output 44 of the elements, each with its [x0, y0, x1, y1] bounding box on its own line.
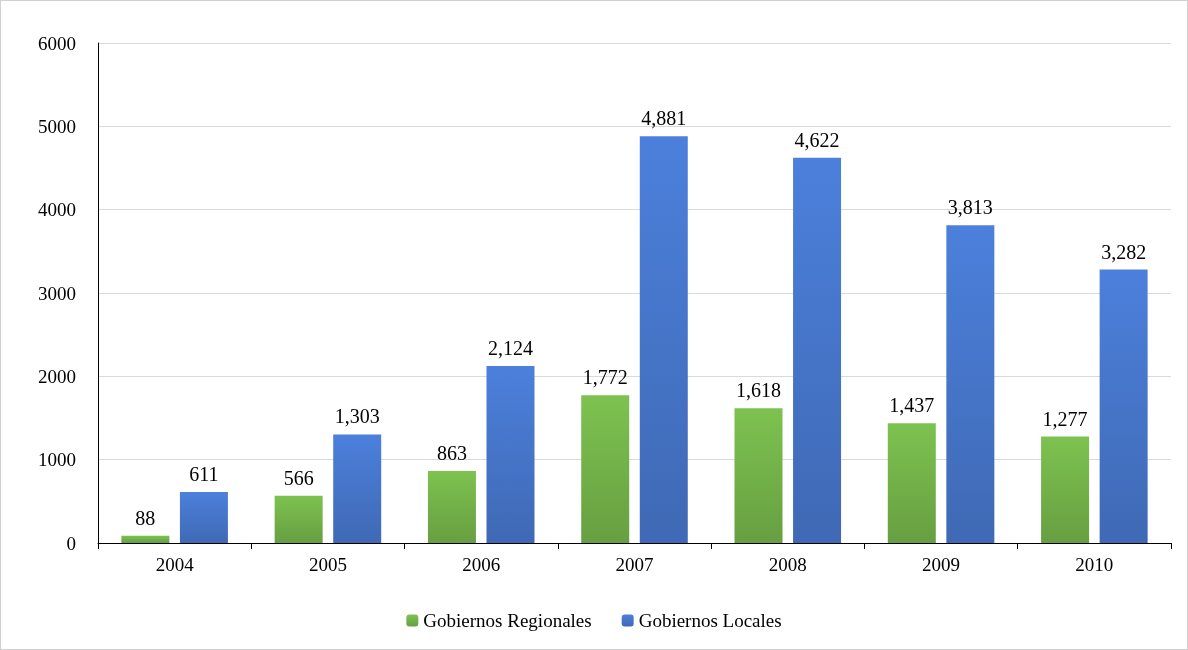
bar	[793, 157, 842, 543]
x-tick-label: 2008	[768, 554, 807, 575]
y-tick-label: 4000	[38, 199, 76, 221]
data-label: 4,881	[641, 107, 687, 130]
bar	[1099, 269, 1148, 543]
y-tick-label: 6000	[38, 32, 76, 54]
bar	[333, 434, 382, 543]
bar	[581, 395, 630, 543]
x-tick-label: 2004	[155, 554, 195, 575]
x-tick-label: 2010	[1075, 554, 1114, 575]
data-label: 566	[283, 466, 314, 489]
data-label: 1,772	[582, 366, 628, 389]
bar	[121, 535, 170, 543]
data-label: 1,303	[334, 405, 380, 428]
legend-label: Gobiernos Regionales	[423, 610, 592, 631]
y-tick-label: 5000	[38, 115, 76, 137]
bar	[179, 492, 228, 543]
bar	[946, 225, 995, 543]
x-tick-label: 2005	[308, 554, 347, 575]
y-tick-label: 3000	[38, 282, 76, 304]
data-label: 1,618	[736, 379, 782, 402]
data-label: 611	[189, 463, 219, 486]
y-tick-label: 2000	[38, 365, 76, 387]
bar	[486, 366, 535, 543]
legend-label: Gobiernos Locales	[638, 610, 782, 631]
data-label: 2,124	[487, 337, 533, 359]
data-label: 3,282	[1101, 240, 1147, 263]
bar	[427, 471, 476, 543]
bar	[274, 495, 323, 543]
bar	[639, 136, 688, 543]
y-tick-label: 1000	[38, 449, 76, 471]
bar	[734, 408, 783, 543]
x-tick-label: 2007	[615, 554, 654, 575]
data-label: 1,437	[889, 394, 935, 417]
data-label: 3,813	[947, 196, 993, 219]
y-tick-label: 0	[66, 532, 76, 554]
bar	[1041, 436, 1090, 543]
bar	[887, 423, 936, 543]
data-label: 4,622	[794, 128, 840, 151]
data-label: 863	[436, 442, 467, 465]
x-tick-label: 2006	[462, 554, 501, 575]
data-label: 1,277	[1042, 407, 1088, 430]
x-tick-label: 2009	[922, 554, 961, 575]
data-label: 88	[135, 506, 156, 529]
